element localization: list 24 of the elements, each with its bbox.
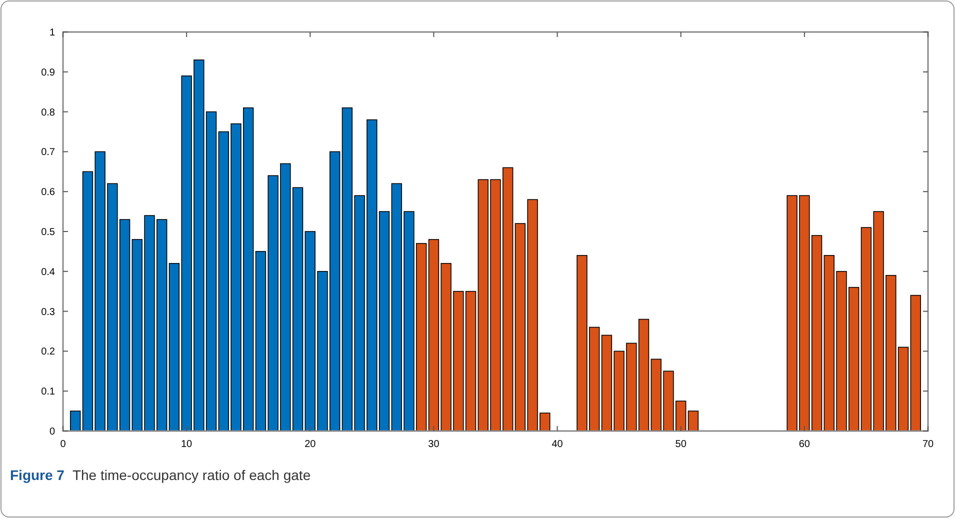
y-tick-label: 1 [49,28,56,38]
x-tick-label: 40 [552,439,564,450]
x-tick-label: 60 [798,439,810,450]
x-tick-label: 70 [922,439,934,450]
caption: Figure 7 [10,467,65,483]
y-tick-label: 0.7 [41,147,56,158]
y-tick-label: 0.8 [41,107,56,118]
x-tick-label: 10 [181,439,193,450]
x-tick-label: 0 [60,439,66,450]
y-tick-label: 0.1 [41,386,56,398]
x-tick-label: 50 [675,439,687,450]
x-tick-label: 20 [304,439,316,450]
y-tick-label: 0.9 [41,67,56,78]
y-tick-label: 0.6 [41,187,56,198]
bar [910,294,921,432]
y-tick-label: 0.2 [41,346,56,358]
y-tick-label: 0.3 [41,306,56,318]
y-tick-label: 0 [49,426,56,438]
bar [70,410,81,432]
y-tick-label: 0.4 [41,266,56,278]
y-tick-label: 0.5 [41,227,56,238]
x-tick-label: 30 [428,439,440,450]
bar [688,410,699,432]
text: The time-occupancy ratio of each gate [72,467,311,483]
